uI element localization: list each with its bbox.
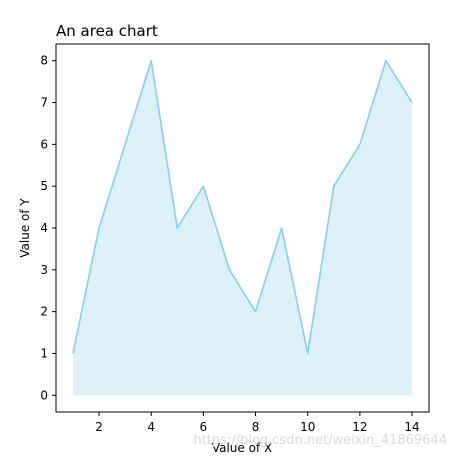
x-tick-label: 6 — [200, 420, 208, 434]
x-axis-title: Value of X — [212, 441, 272, 455]
chart-title: An area chart — [56, 22, 158, 40]
y-tick-label: 7 — [40, 96, 48, 110]
y-axis: 0 1 2 3 4 5 6 7 8 — [40, 54, 56, 402]
x-axis: 2 4 6 8 10 12 14 — [95, 412, 420, 434]
plot-area — [72, 59, 413, 396]
y-tick-label: 0 — [40, 388, 48, 402]
area-fill — [72, 60, 413, 396]
x-tick-label: 4 — [147, 420, 155, 434]
watermark-text: https://blog.csdn.net/weixin_41869644 — [193, 433, 447, 448]
y-tick-label: 4 — [40, 221, 48, 235]
y-axis-title: Value of Y — [18, 198, 32, 258]
y-tick-label: 8 — [40, 54, 48, 68]
y-tick-label: 6 — [40, 137, 48, 151]
x-tick-label: 12 — [352, 420, 367, 434]
y-tick-label: 1 — [40, 346, 48, 360]
x-tick-label: 8 — [252, 420, 260, 434]
x-tick-label: 14 — [404, 420, 419, 434]
x-tick-label: 2 — [95, 420, 103, 434]
y-tick-label: 2 — [40, 305, 48, 319]
x-tick-label: 10 — [300, 420, 315, 434]
series-line — [72, 59, 413, 355]
y-tick-label: 3 — [40, 263, 48, 277]
y-tick-label: 5 — [40, 179, 48, 193]
